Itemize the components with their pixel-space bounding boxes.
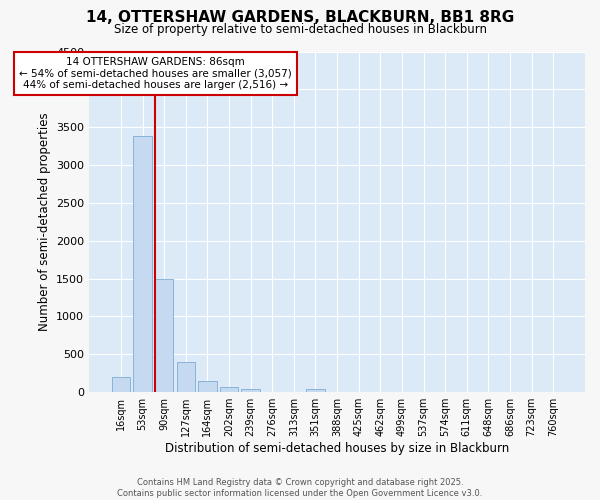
Bar <box>112 377 130 392</box>
X-axis label: Distribution of semi-detached houses by size in Blackburn: Distribution of semi-detached houses by … <box>165 442 509 455</box>
Bar <box>155 278 173 392</box>
Bar <box>176 362 195 392</box>
Bar <box>133 136 152 392</box>
Text: Contains HM Land Registry data © Crown copyright and database right 2025.
Contai: Contains HM Land Registry data © Crown c… <box>118 478 482 498</box>
Y-axis label: Number of semi-detached properties: Number of semi-detached properties <box>38 112 50 331</box>
Text: 14, OTTERSHAW GARDENS, BLACKBURN, BB1 8RG: 14, OTTERSHAW GARDENS, BLACKBURN, BB1 8R… <box>86 10 514 25</box>
Bar <box>241 389 260 392</box>
Bar <box>198 381 217 392</box>
Text: 14 OTTERSHAW GARDENS: 86sqm
← 54% of semi-detached houses are smaller (3,057)
44: 14 OTTERSHAW GARDENS: 86sqm ← 54% of sem… <box>19 57 292 90</box>
Bar <box>220 386 238 392</box>
Bar <box>306 390 325 392</box>
Text: Size of property relative to semi-detached houses in Blackburn: Size of property relative to semi-detach… <box>113 22 487 36</box>
